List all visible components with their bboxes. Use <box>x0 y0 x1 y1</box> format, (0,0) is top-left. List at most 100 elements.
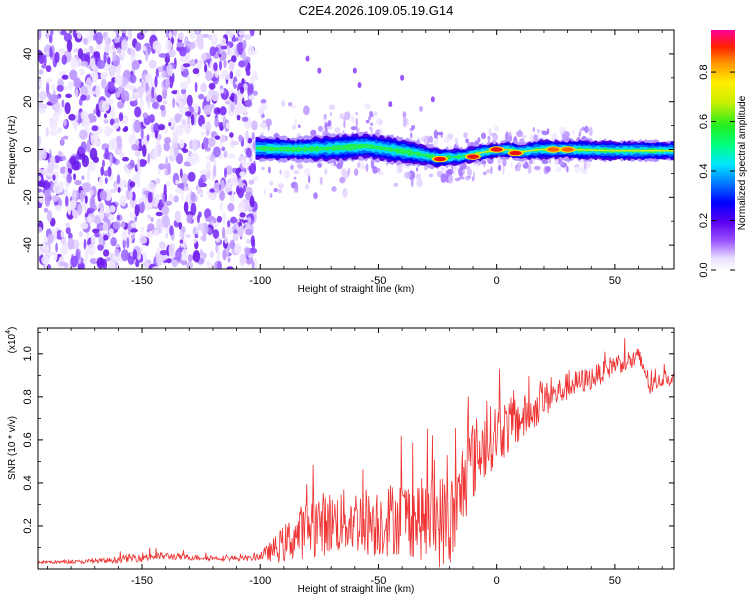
noise-speckle <box>38 81 42 88</box>
noise-speckle <box>229 71 234 79</box>
noise-speckle <box>80 189 84 203</box>
noise-speckle <box>229 30 234 39</box>
noise-speckle <box>49 118 58 131</box>
noise-speckle <box>173 30 178 37</box>
noise-speckle <box>140 127 144 140</box>
noise-speckle <box>145 81 149 93</box>
noise-speckle <box>103 249 110 257</box>
noise-speckle <box>87 243 96 256</box>
noise-speckle <box>87 207 95 214</box>
noise-speckle <box>148 59 157 69</box>
noise-speckle <box>156 94 163 103</box>
noise-speckle <box>145 231 154 239</box>
noise-speckle <box>165 39 173 52</box>
sparse-speckle <box>339 176 346 184</box>
noise-speckle <box>155 68 159 78</box>
noise-speckle <box>117 100 125 109</box>
noise-speckle <box>208 82 216 90</box>
spectrogram-y-tick-label: 40 <box>22 48 34 60</box>
noise-speckle <box>154 76 158 88</box>
noise-speckle <box>107 56 111 66</box>
noise-speckle <box>149 152 154 159</box>
isolated-speckle <box>357 81 362 88</box>
noise-speckle <box>55 242 58 253</box>
sparse-speckle <box>355 112 359 116</box>
sparse-speckle <box>402 111 407 119</box>
noise-speckle <box>120 49 126 59</box>
noise-speckle <box>98 176 104 187</box>
noise-speckle <box>239 86 245 94</box>
sparse-speckle <box>424 135 428 145</box>
sparse-speckle <box>356 127 360 133</box>
noise-speckle <box>195 30 200 34</box>
snr-frame <box>37 327 675 570</box>
sparse-speckle <box>494 125 500 132</box>
noise-speckle <box>90 234 96 246</box>
sparse-speckle <box>293 169 300 175</box>
noise-speckle <box>180 93 185 100</box>
sparse-speckle <box>546 128 550 135</box>
noise-speckle <box>153 229 160 236</box>
noise-speckle <box>163 184 167 196</box>
sparse-speckle <box>537 132 541 138</box>
noise-speckle <box>159 249 169 256</box>
noise-speckle <box>159 241 166 250</box>
noise-speckle <box>185 111 192 117</box>
noise-speckle <box>141 159 148 165</box>
noise-speckle <box>105 206 109 215</box>
noise-speckle <box>66 39 73 53</box>
noise-speckle <box>73 77 82 89</box>
noise-speckle <box>229 102 235 112</box>
sparse-speckle <box>319 176 323 185</box>
noise-speckle <box>130 222 137 228</box>
noise-speckle <box>245 147 252 158</box>
noise-speckle <box>106 97 111 103</box>
noise-speckle <box>90 134 99 146</box>
noise-speckle <box>133 91 139 98</box>
noise-speckle <box>124 184 128 188</box>
noise-speckle <box>129 85 135 91</box>
noise-speckle <box>186 94 193 107</box>
noise-speckle <box>244 99 253 108</box>
sparse-speckle <box>488 128 492 136</box>
noise-speckle <box>61 74 69 80</box>
noise-speckle <box>106 127 114 135</box>
noise-speckle <box>104 177 108 185</box>
noise-speckle <box>86 169 91 182</box>
noise-speckle <box>117 187 121 193</box>
noise-speckle <box>147 152 150 165</box>
noise-speckle <box>50 94 59 105</box>
signal-peak <box>490 147 503 152</box>
sparse-speckle <box>530 134 534 143</box>
noise-speckle <box>67 81 74 91</box>
noise-speckle <box>64 102 71 115</box>
noise-speckle <box>45 78 53 84</box>
spectrogram-y-axis: -40 -20 0 20 40 <box>22 29 674 270</box>
sparse-speckle <box>288 102 293 107</box>
sparse-speckle <box>574 166 581 173</box>
signal-peak <box>561 147 574 152</box>
noise-speckle <box>248 95 256 101</box>
noise-speckle <box>167 162 171 175</box>
noise-speckle <box>110 188 117 193</box>
isolated-speckle <box>305 55 310 62</box>
noise-speckle <box>236 114 241 121</box>
noise-speckle <box>74 121 78 131</box>
noise-speckle <box>146 202 153 209</box>
sparse-speckle <box>336 162 343 170</box>
noise-speckle <box>109 154 113 167</box>
noise-speckle <box>92 156 99 163</box>
noise-speckle <box>88 45 94 54</box>
signal-peak <box>509 150 522 156</box>
noise-speckle <box>230 173 238 186</box>
sparse-speckle <box>465 176 470 181</box>
noise-speckle <box>147 95 151 109</box>
snr-y-tick-label: 0.2 <box>22 518 34 533</box>
noise-speckle <box>186 214 193 224</box>
noise-speckle <box>180 123 184 131</box>
noise-speckle <box>209 46 217 57</box>
noise-speckle <box>43 54 47 66</box>
snr-x-tick-label: 50 <box>609 575 621 587</box>
noise-speckle <box>212 164 217 178</box>
sparse-speckle <box>293 176 297 180</box>
